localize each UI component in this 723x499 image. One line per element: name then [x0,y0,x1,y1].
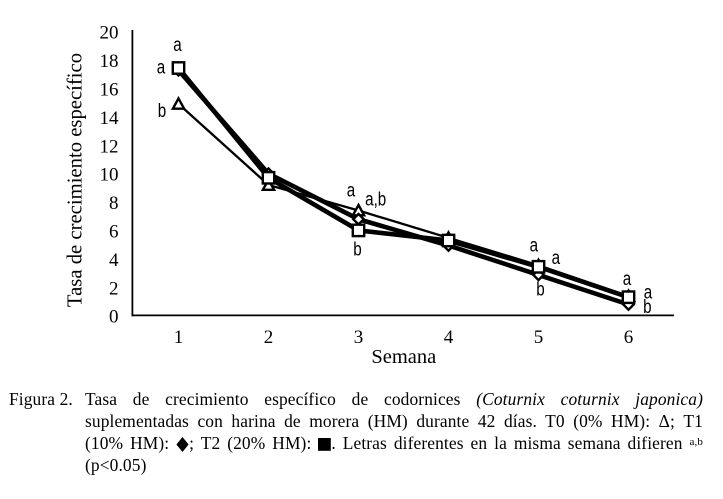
svg-text:0: 0 [109,307,119,328]
svg-text:20: 20 [100,23,119,44]
svg-text:18: 18 [100,51,119,72]
svg-text:b: b [353,238,361,260]
svg-text:3: 3 [354,327,364,348]
svg-text:b: b [536,278,544,300]
svg-text:a: a [552,246,561,268]
svg-text:a,b: a,b [365,188,386,210]
svg-text:b: b [158,99,166,121]
svg-text:b: b [643,295,651,317]
svg-text:6: 6 [624,327,634,348]
svg-text:1: 1 [174,327,184,348]
svg-text:Semana: Semana [371,346,436,368]
svg-text:8: 8 [109,193,119,214]
svg-text:2: 2 [109,278,119,299]
svg-text:a: a [157,55,166,77]
svg-text:14: 14 [100,108,120,129]
svg-text:4: 4 [109,250,119,271]
svg-text:a: a [623,267,632,289]
svg-text:16: 16 [100,80,119,101]
svg-text:6: 6 [109,222,119,243]
svg-text:4: 4 [444,327,454,348]
svg-text:a: a [644,281,653,303]
svg-text:a: a [173,33,182,55]
svg-text:12: 12 [100,136,119,157]
svg-text:10: 10 [100,165,119,186]
svg-text:Tasa de crecimiento específico: Tasa de crecimiento específico [65,53,87,307]
svg-text:a: a [530,233,539,255]
svg-text:2: 2 [264,327,274,348]
svg-text:a: a [347,179,356,201]
svg-text:5: 5 [534,327,544,348]
